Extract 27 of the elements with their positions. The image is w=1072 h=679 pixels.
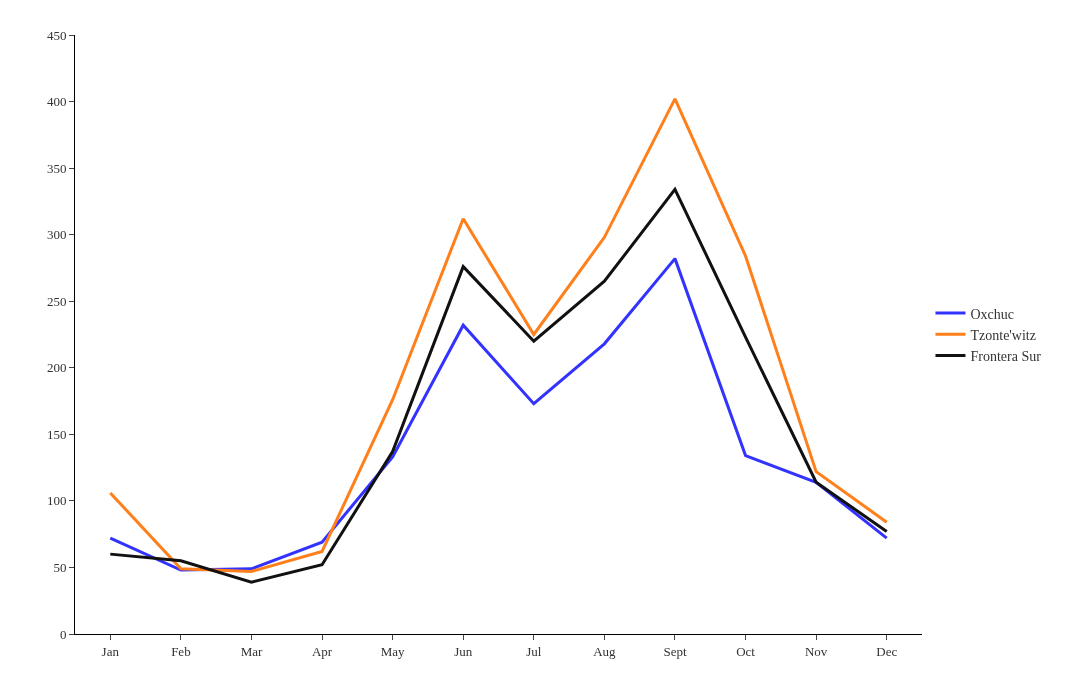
x-tick-label: Mar xyxy=(240,643,263,659)
x-tick-label: Jan xyxy=(101,643,120,659)
y-tick-label: 100 xyxy=(46,493,67,509)
x-tick-label: Feb xyxy=(171,643,191,659)
x-tick-label: Jun xyxy=(454,643,473,659)
x-tick-label: Aug xyxy=(593,643,617,659)
y-tick-label: 350 xyxy=(46,160,67,176)
x-tick-label: Apr xyxy=(311,643,333,659)
y-tick-label: 450 xyxy=(46,27,67,43)
x-tick-label: Dec xyxy=(876,643,898,659)
y-tick-label: 400 xyxy=(46,94,67,110)
legend-label: Frontera Sur xyxy=(970,348,1042,364)
y-tick-label: 300 xyxy=(46,227,67,243)
x-tick-label: Jul xyxy=(526,643,542,659)
y-tick-label: 50 xyxy=(53,559,67,575)
y-tick-label: 0 xyxy=(59,626,67,642)
x-tick-label: Oct xyxy=(736,643,756,659)
line-series xyxy=(108,97,889,573)
y-tick-label: 250 xyxy=(46,293,67,309)
x-tick-label: Nov xyxy=(804,643,828,659)
legend-label: Tzonte'witz xyxy=(970,327,1036,343)
x-tick-label: Sept xyxy=(663,643,687,659)
line-series xyxy=(108,187,889,584)
y-tick-label: 150 xyxy=(46,426,67,442)
y-tick-label: 200 xyxy=(46,360,67,376)
x-tick-label: May xyxy=(380,643,406,659)
legend-label: Oxchuc xyxy=(970,306,1015,322)
